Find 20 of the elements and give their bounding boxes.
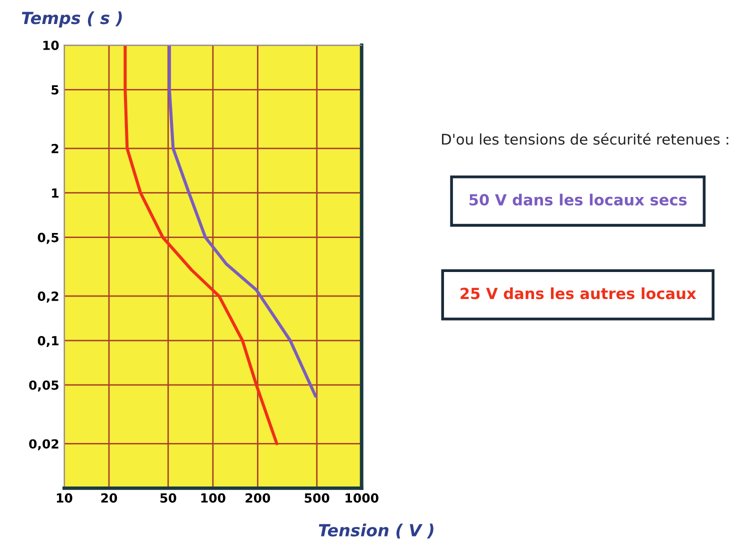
y-tick-label: 10: [43, 40, 59, 50]
x-tick-label: 100: [201, 493, 226, 503]
x-tick-label: 500: [304, 493, 330, 503]
y-tick-label: 2: [52, 144, 58, 154]
y-tick-label: 0,1: [38, 336, 58, 348]
y-tick-label: 5: [52, 85, 58, 95]
y-tick-label: 0,5: [38, 232, 58, 244]
text: 25 V dans les autres locaux: [460, 287, 696, 300]
y-tick-label: 0,02: [29, 439, 58, 450]
text: D'ou les tensions de sécurité retenues :: [442, 132, 728, 145]
x-tick-label: 200: [246, 493, 270, 503]
x-tick-label: 50: [160, 493, 176, 503]
y-axis-title: Temps ( s ): [22, 11, 122, 28]
y-tick-label: 0,2: [38, 292, 58, 303]
x-tick-label: 1000: [346, 493, 378, 503]
x-tick-label: 20: [101, 493, 118, 503]
x-axis-title: Tension ( V ): [318, 524, 434, 538]
text: 50 V dans les locaux secs: [470, 194, 687, 206]
y-tick-label: 1: [52, 188, 58, 198]
y-tick-label: 0,05: [29, 380, 58, 392]
